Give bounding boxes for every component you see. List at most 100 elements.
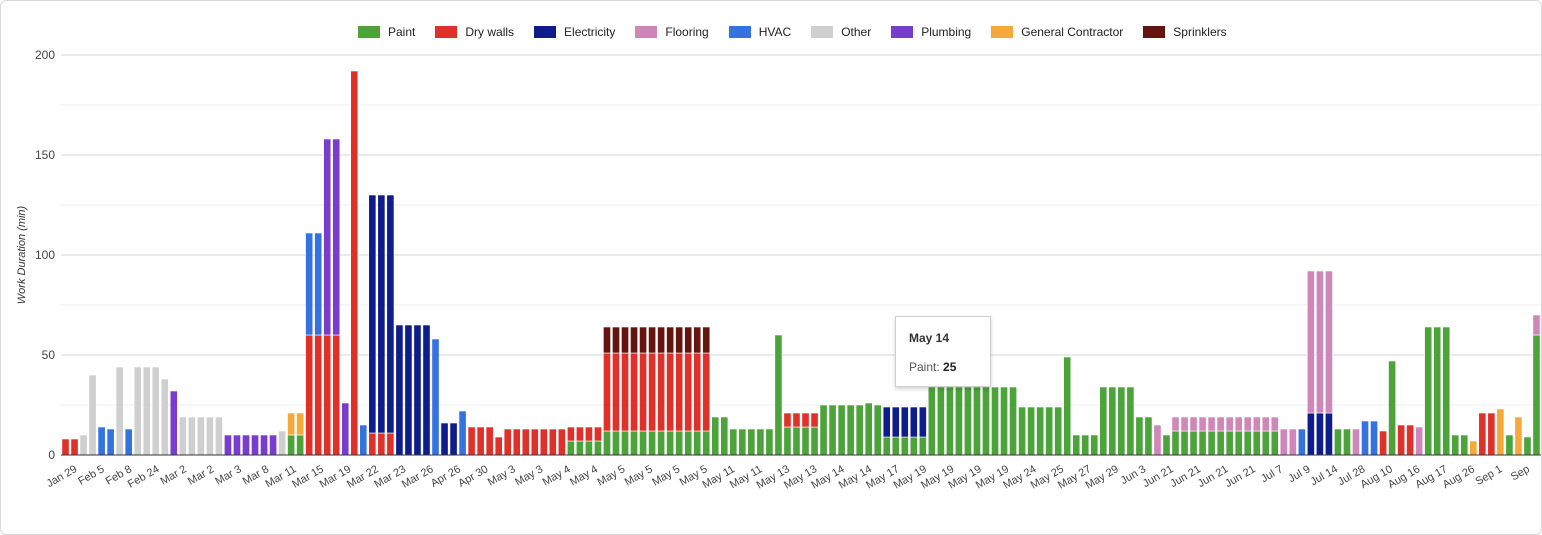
legend-label: Other xyxy=(841,25,872,39)
bar-segment xyxy=(819,404,828,456)
bar-segment xyxy=(350,70,359,456)
bar-segment xyxy=(666,430,675,456)
bar-segment xyxy=(955,386,963,456)
bar-segment xyxy=(323,138,332,336)
bar-segment xyxy=(1081,434,1090,456)
y-tick-label: 150 xyxy=(35,148,55,162)
bar-segment xyxy=(1108,386,1117,456)
bar-segment xyxy=(196,416,205,456)
bar-segment xyxy=(521,428,530,456)
bar-segment xyxy=(386,432,395,456)
bar-segment xyxy=(539,428,548,456)
bar-segment xyxy=(1225,416,1234,432)
bar-segment xyxy=(1135,416,1144,456)
legend-item[interactable]: General Contractor xyxy=(991,25,1123,39)
bar-segment xyxy=(1279,428,1288,456)
bar-segment xyxy=(1397,424,1406,456)
bar-segment xyxy=(783,426,792,456)
bar-segment xyxy=(873,404,882,456)
bar-segment xyxy=(1252,416,1261,432)
legend-item[interactable]: Other xyxy=(811,25,871,39)
bar-segment xyxy=(548,428,557,456)
bar-segment xyxy=(1478,412,1487,456)
y-tick-label: 50 xyxy=(42,348,56,362)
bar-segment xyxy=(503,428,512,456)
bar-segment xyxy=(485,426,494,456)
legend-label: HVAC xyxy=(758,25,792,39)
x-tick-label: May 5 xyxy=(623,463,655,488)
legend-item[interactable]: Paint xyxy=(358,25,415,39)
bar-segment xyxy=(900,436,909,456)
x-tick-label: Jun 21 xyxy=(1196,463,1231,490)
bar-segment xyxy=(1063,356,1072,456)
bar-segment xyxy=(675,430,684,456)
y-axis-title: Work Duration (min) xyxy=(16,205,28,304)
legend-item[interactable]: Flooring xyxy=(635,25,709,39)
bar-segment xyxy=(693,430,702,456)
bar-segment xyxy=(612,326,620,354)
bar-segment xyxy=(512,428,521,456)
legend-item[interactable]: Sprinklers xyxy=(1143,25,1227,39)
bar-segment xyxy=(837,404,846,456)
bar-segment xyxy=(639,326,647,354)
legend-item[interactable]: HVAC xyxy=(728,25,792,39)
bar-segment xyxy=(70,438,79,456)
bar-segment xyxy=(440,422,449,456)
bar-segment xyxy=(359,424,368,456)
bar-segment xyxy=(783,412,792,428)
bar-segment xyxy=(61,438,70,456)
tooltip-title: May 14 xyxy=(909,331,950,345)
bar-segment xyxy=(675,326,684,354)
bar-segment xyxy=(612,352,620,432)
bar-segment xyxy=(765,428,774,456)
bar-segment xyxy=(693,352,702,432)
bar-segment xyxy=(855,404,864,456)
bar-segment xyxy=(494,436,503,456)
x-tick-label: Jun 21 xyxy=(1168,463,1203,490)
bar-segment xyxy=(1306,412,1315,456)
bar-segment xyxy=(918,406,927,438)
bar-segment xyxy=(368,194,377,434)
bar-segment xyxy=(1171,430,1180,456)
bar-segment xyxy=(215,416,223,456)
bar-segment xyxy=(585,440,593,456)
bar-segment xyxy=(287,434,296,456)
legend-item[interactable]: Plumbing xyxy=(891,25,971,39)
bar-segment xyxy=(991,386,999,456)
x-tick-label: Sep 1 xyxy=(1473,463,1504,488)
bar-segment xyxy=(467,426,476,456)
x-tick-label: Feb 24 xyxy=(126,463,162,491)
bar-segment xyxy=(404,324,413,456)
bar-segment xyxy=(1198,416,1207,432)
bar-segment xyxy=(269,434,277,456)
bar-segment xyxy=(1009,386,1017,456)
bar-segment xyxy=(630,326,638,354)
bar-segment xyxy=(1153,424,1162,456)
bar-segment xyxy=(945,386,954,456)
x-tick-label: Feb 5 xyxy=(76,463,106,487)
x-tick-label: Apr 30 xyxy=(456,463,490,490)
bar-segment xyxy=(846,404,855,456)
bar-segment xyxy=(1424,326,1433,456)
x-tick-label: Jun 21 xyxy=(1141,463,1176,490)
bar-segment xyxy=(1198,430,1207,456)
tooltip-series: Paint xyxy=(909,360,937,374)
legend-item[interactable]: Dry walls xyxy=(435,25,514,39)
bar-segment xyxy=(305,232,314,336)
legend-label: Paint xyxy=(388,25,416,39)
bar-segment xyxy=(1370,420,1378,456)
bar-segment xyxy=(1189,430,1198,456)
bar-segment xyxy=(657,430,666,456)
x-tick-label: Jul 9 xyxy=(1286,463,1312,485)
bar-segment xyxy=(1361,420,1369,456)
bar-segment xyxy=(332,138,341,336)
bar-segment xyxy=(585,426,593,442)
bar-segment xyxy=(657,352,666,432)
bar-segment xyxy=(368,432,377,456)
bar-segment xyxy=(621,352,629,432)
legend-item[interactable]: Electricity xyxy=(534,25,615,39)
chart-legend: Paint Dry walls Electricity Flooring HVAC Oth… xyxy=(358,23,1247,41)
bar-segment xyxy=(918,436,927,456)
bar-segment xyxy=(1496,408,1505,456)
